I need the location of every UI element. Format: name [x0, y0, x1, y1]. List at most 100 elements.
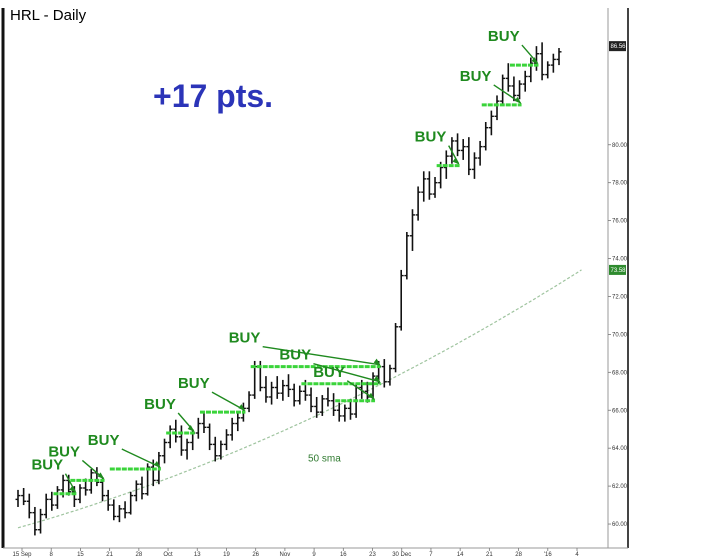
x-tick-label: 16	[340, 552, 347, 558]
ohlc-bar	[325, 387, 331, 407]
y-tick-label: 74.00	[612, 257, 628, 263]
x-tick-label: Oct	[163, 552, 173, 558]
ohlc-bar	[477, 140, 483, 166]
ohlc-bar	[43, 493, 49, 519]
ohlc-bar	[229, 417, 235, 441]
ohlc-bar	[162, 438, 168, 464]
ohlc-bar	[21, 488, 27, 506]
buy-arrow	[262, 345, 380, 366]
buy-label: BUY	[313, 364, 345, 381]
ohlc-bar	[105, 489, 111, 511]
buy-signal: BUY	[313, 364, 376, 403]
ohlc-bar	[116, 505, 122, 523]
ohlc-bar	[494, 95, 500, 121]
ohlc-bar	[308, 387, 314, 413]
buy-label: BUY	[460, 68, 492, 85]
buy-signal: BUY	[144, 396, 195, 435]
buy-arrow	[121, 448, 161, 468]
ohlc-bar	[466, 137, 472, 176]
last-price-tag: 86.56	[611, 44, 627, 50]
ohlc-bar	[500, 74, 506, 105]
ohlc-bar	[49, 491, 55, 511]
x-tick-label: Nov	[280, 552, 291, 558]
ohlc-bar	[483, 121, 489, 151]
ohlc-bar	[314, 396, 320, 418]
x-tick-label: 8	[50, 552, 54, 558]
buy-signal: BUY	[88, 432, 161, 471]
buy-signal: BUY	[488, 28, 539, 67]
buy-arrow-head	[373, 358, 381, 366]
x-tick-label: 21	[106, 552, 113, 558]
ohlc-bar	[460, 139, 466, 160]
buy-arrow-head	[187, 425, 195, 433]
ohlc-bar	[178, 425, 184, 456]
ohlc-bar	[218, 440, 224, 460]
ohlc-bar	[212, 436, 218, 462]
buy-signal: BUY	[415, 129, 460, 168]
buy-arrow	[211, 391, 245, 411]
buy-label: BUY	[415, 129, 447, 146]
ohlc-bar	[426, 171, 432, 200]
ohlc-bar	[556, 48, 562, 66]
sma-label: 50 sma	[308, 453, 341, 464]
ohlc-bar	[133, 480, 139, 502]
buy-label: BUY	[488, 28, 520, 45]
ohlc-bar	[415, 186, 421, 221]
ohlc-bar	[224, 429, 230, 451]
y-tick-label: 62.00	[612, 484, 628, 490]
gain-annotation: +17 pts.	[153, 78, 274, 114]
ohlc-bar	[432, 176, 438, 198]
last-price-tag-box	[609, 41, 626, 52]
buy-arrow-head	[69, 485, 77, 493]
buy-arrow-head	[531, 57, 539, 65]
x-tick-label: 28	[515, 552, 522, 558]
buy-arrow-head	[368, 392, 376, 400]
x-tick-label: 15	[77, 552, 84, 558]
ohlc-bar	[111, 499, 117, 521]
ohlc-bar	[38, 508, 44, 534]
y-tick-label: 78.00	[612, 181, 628, 187]
y-tick-label: 80.00	[612, 143, 628, 149]
ohlc-bar	[398, 269, 404, 331]
ohlc-bar	[207, 423, 213, 451]
x-tick-label: 7	[429, 552, 433, 558]
ohlc-bar	[409, 209, 415, 251]
ohlc-bar	[195, 417, 201, 439]
ohlc-bar	[393, 323, 399, 373]
buy-arrow-head	[373, 375, 381, 383]
ohlc-bar	[331, 393, 337, 416]
ohlc-bar	[336, 402, 342, 422]
ohlc-bar	[26, 493, 32, 519]
ohlc-bar	[139, 476, 145, 500]
ohlc-bar	[77, 484, 83, 504]
ohlc-bar	[286, 374, 291, 397]
buy-arrow-head	[97, 472, 105, 480]
ohlc-bar	[387, 364, 393, 386]
buy-label: BUY	[229, 330, 261, 347]
y-tick-label: 72.00	[612, 294, 628, 300]
ohlc-bar	[347, 398, 353, 420]
buy-arrow-head	[153, 461, 161, 469]
ohlc-bar	[455, 133, 461, 157]
x-tick-label: 9	[312, 552, 316, 558]
ohlc-bar	[522, 70, 528, 92]
buy-signal: BUY	[48, 443, 105, 482]
ohlc-bar	[274, 376, 280, 399]
ohlc-bar	[511, 76, 517, 102]
buy-signal: BUY	[229, 330, 381, 369]
x-tick-label: 4	[575, 552, 579, 558]
ohlc-bar	[291, 383, 297, 407]
ohlc-bar	[517, 80, 523, 100]
ohlc-bar	[32, 506, 38, 536]
y-tick-label: 68.00	[612, 370, 628, 376]
buy-signal: BUY	[178, 375, 246, 414]
ohlc-bar	[505, 63, 511, 92]
x-tick-label: 13	[194, 552, 201, 558]
y-tick-label: 66.00	[612, 408, 628, 414]
buy-arrow	[313, 363, 380, 383]
x-tick-label: 28	[135, 552, 142, 558]
buy-signal: BUY	[460, 68, 522, 107]
ohlc-bar	[319, 395, 325, 416]
y-tick-label: 70.00	[612, 332, 628, 338]
buy-label: BUY	[279, 347, 311, 364]
